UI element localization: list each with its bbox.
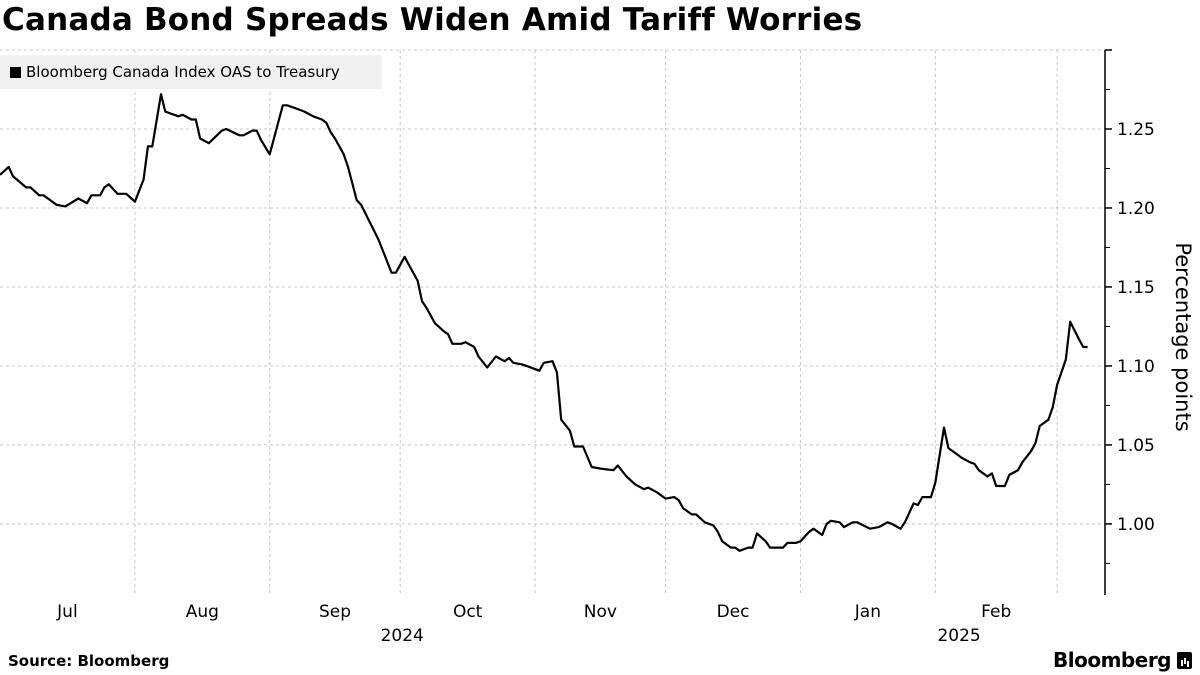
legend: Bloomberg Canada Index OAS to Treasury	[0, 55, 382, 89]
legend-label: Bloomberg Canada Index OAS to Treasury	[26, 63, 340, 81]
y-tick-label: 1.20	[1117, 199, 1155, 219]
bloomberg-terminal-icon	[1177, 651, 1192, 669]
x-tick-label: Aug	[186, 602, 219, 622]
x-year-label: 2024	[381, 626, 424, 646]
x-year-label: 2025	[937, 626, 980, 646]
series-line	[0, 93, 1088, 552]
source-note: Source: Bloomberg	[8, 652, 170, 670]
chart-title: Canada Bond Spreads Widen Amid Tariff Wo…	[2, 2, 863, 38]
x-tick-label: Feb	[981, 602, 1011, 622]
y-axis-label: Percentage points	[1171, 242, 1195, 431]
y-tick-label: 1.10	[1117, 357, 1155, 377]
x-tick-label: Jan	[854, 602, 881, 622]
x-tick-label: Nov	[584, 602, 617, 622]
legend-swatch	[10, 66, 21, 78]
y-tick-label: 1.05	[1117, 436, 1155, 456]
x-tick-label: Dec	[717, 602, 750, 622]
bloomberg-logo: Bloomberg	[1053, 648, 1192, 672]
brand-name: Bloomberg	[1053, 648, 1171, 672]
x-tick-label: Jul	[56, 602, 78, 622]
y-tick-label: 1.00	[1117, 515, 1155, 535]
x-tick-label: Sep	[319, 602, 351, 622]
y-tick-label: 1.15	[1117, 278, 1155, 298]
y-tick-label: 1.25	[1117, 120, 1155, 140]
x-tick-label: Oct	[453, 602, 483, 622]
